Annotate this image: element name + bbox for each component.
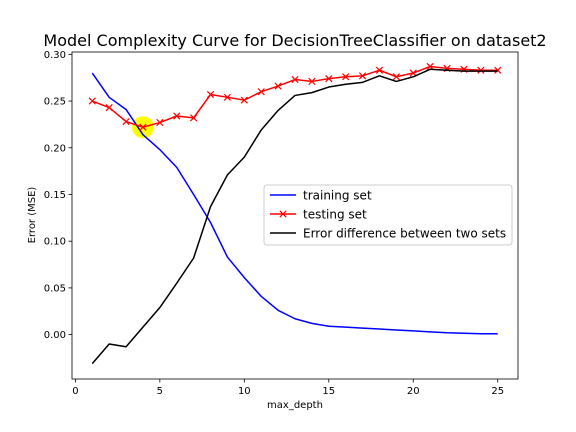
data-point-testing-set [325,75,333,83]
legend-label: Error difference between two sets [303,227,506,241]
data-point-testing-set [122,117,130,126]
x-tick-label: 0 [72,386,78,397]
x-tick-label: 10 [238,386,251,397]
x-tick-label: 25 [491,386,504,397]
data-point-testing-set [308,77,316,86]
data-point-testing-set [342,73,350,81]
data-point-testing-set [88,97,96,105]
axes-frame [71,51,519,380]
x-tick-label: 20 [407,386,420,397]
series-line-testing-set [91,65,498,128]
legend-frame [263,184,513,246]
y-tick-label: 0.25 [44,97,66,108]
data-point-testing-set [206,90,215,99]
axis-ticks: 0 5 10 15 20 25 0.00 0.05 0.10 0.15 0.20 0.25 0.30 [44,50,504,397]
x-tick-label: 5 [157,386,163,397]
data-point-testing-set [139,123,147,131]
y-tick-label: 0.00 [44,330,66,341]
data-point-testing-set [173,112,181,120]
y-tick-label: 0.05 [44,283,66,294]
y-tick-label: 0.30 [44,50,66,61]
legend-marker [279,210,287,218]
data-point-testing-set [358,72,367,80]
series-line-error-difference-between-two-sets [91,68,498,365]
plot-area [88,62,502,365]
chart-title: Model Complexity Curve for DecisionTreeC… [43,31,546,50]
data-point-testing-set [477,66,485,74]
series-line-training-set [91,72,498,335]
data-point-testing-set [392,73,400,81]
x-axis-label: max_depth [267,400,323,411]
x-tick-label: 15 [322,386,335,397]
data-point-testing-set [375,66,384,74]
data-point-testing-set [156,118,164,127]
data-point-testing-set [291,75,299,84]
y-tick-label: 0.15 [44,190,66,201]
data-point-testing-set [494,66,502,74]
data-point-testing-set [274,82,282,90]
data-point-testing-set [223,93,232,101]
y-tick-label: 0.20 [44,143,66,154]
data-point-testing-set [240,96,248,104]
legend-item: training set [270,189,372,203]
y-axis-label: Error (MSE) [27,187,38,244]
legend: training set testing set Error difference … [263,184,513,246]
legend-label: training set [303,189,372,203]
data-point-testing-set [426,62,434,71]
data-point-testing-set [257,88,265,96]
data-point-testing-set [105,103,113,112]
legend-item: Error difference between two sets [270,227,506,241]
data-point-testing-set [190,114,198,122]
y-tick-label: 0.10 [44,237,66,248]
legend-label: testing set [303,208,367,222]
legend-item: testing set [270,208,367,222]
